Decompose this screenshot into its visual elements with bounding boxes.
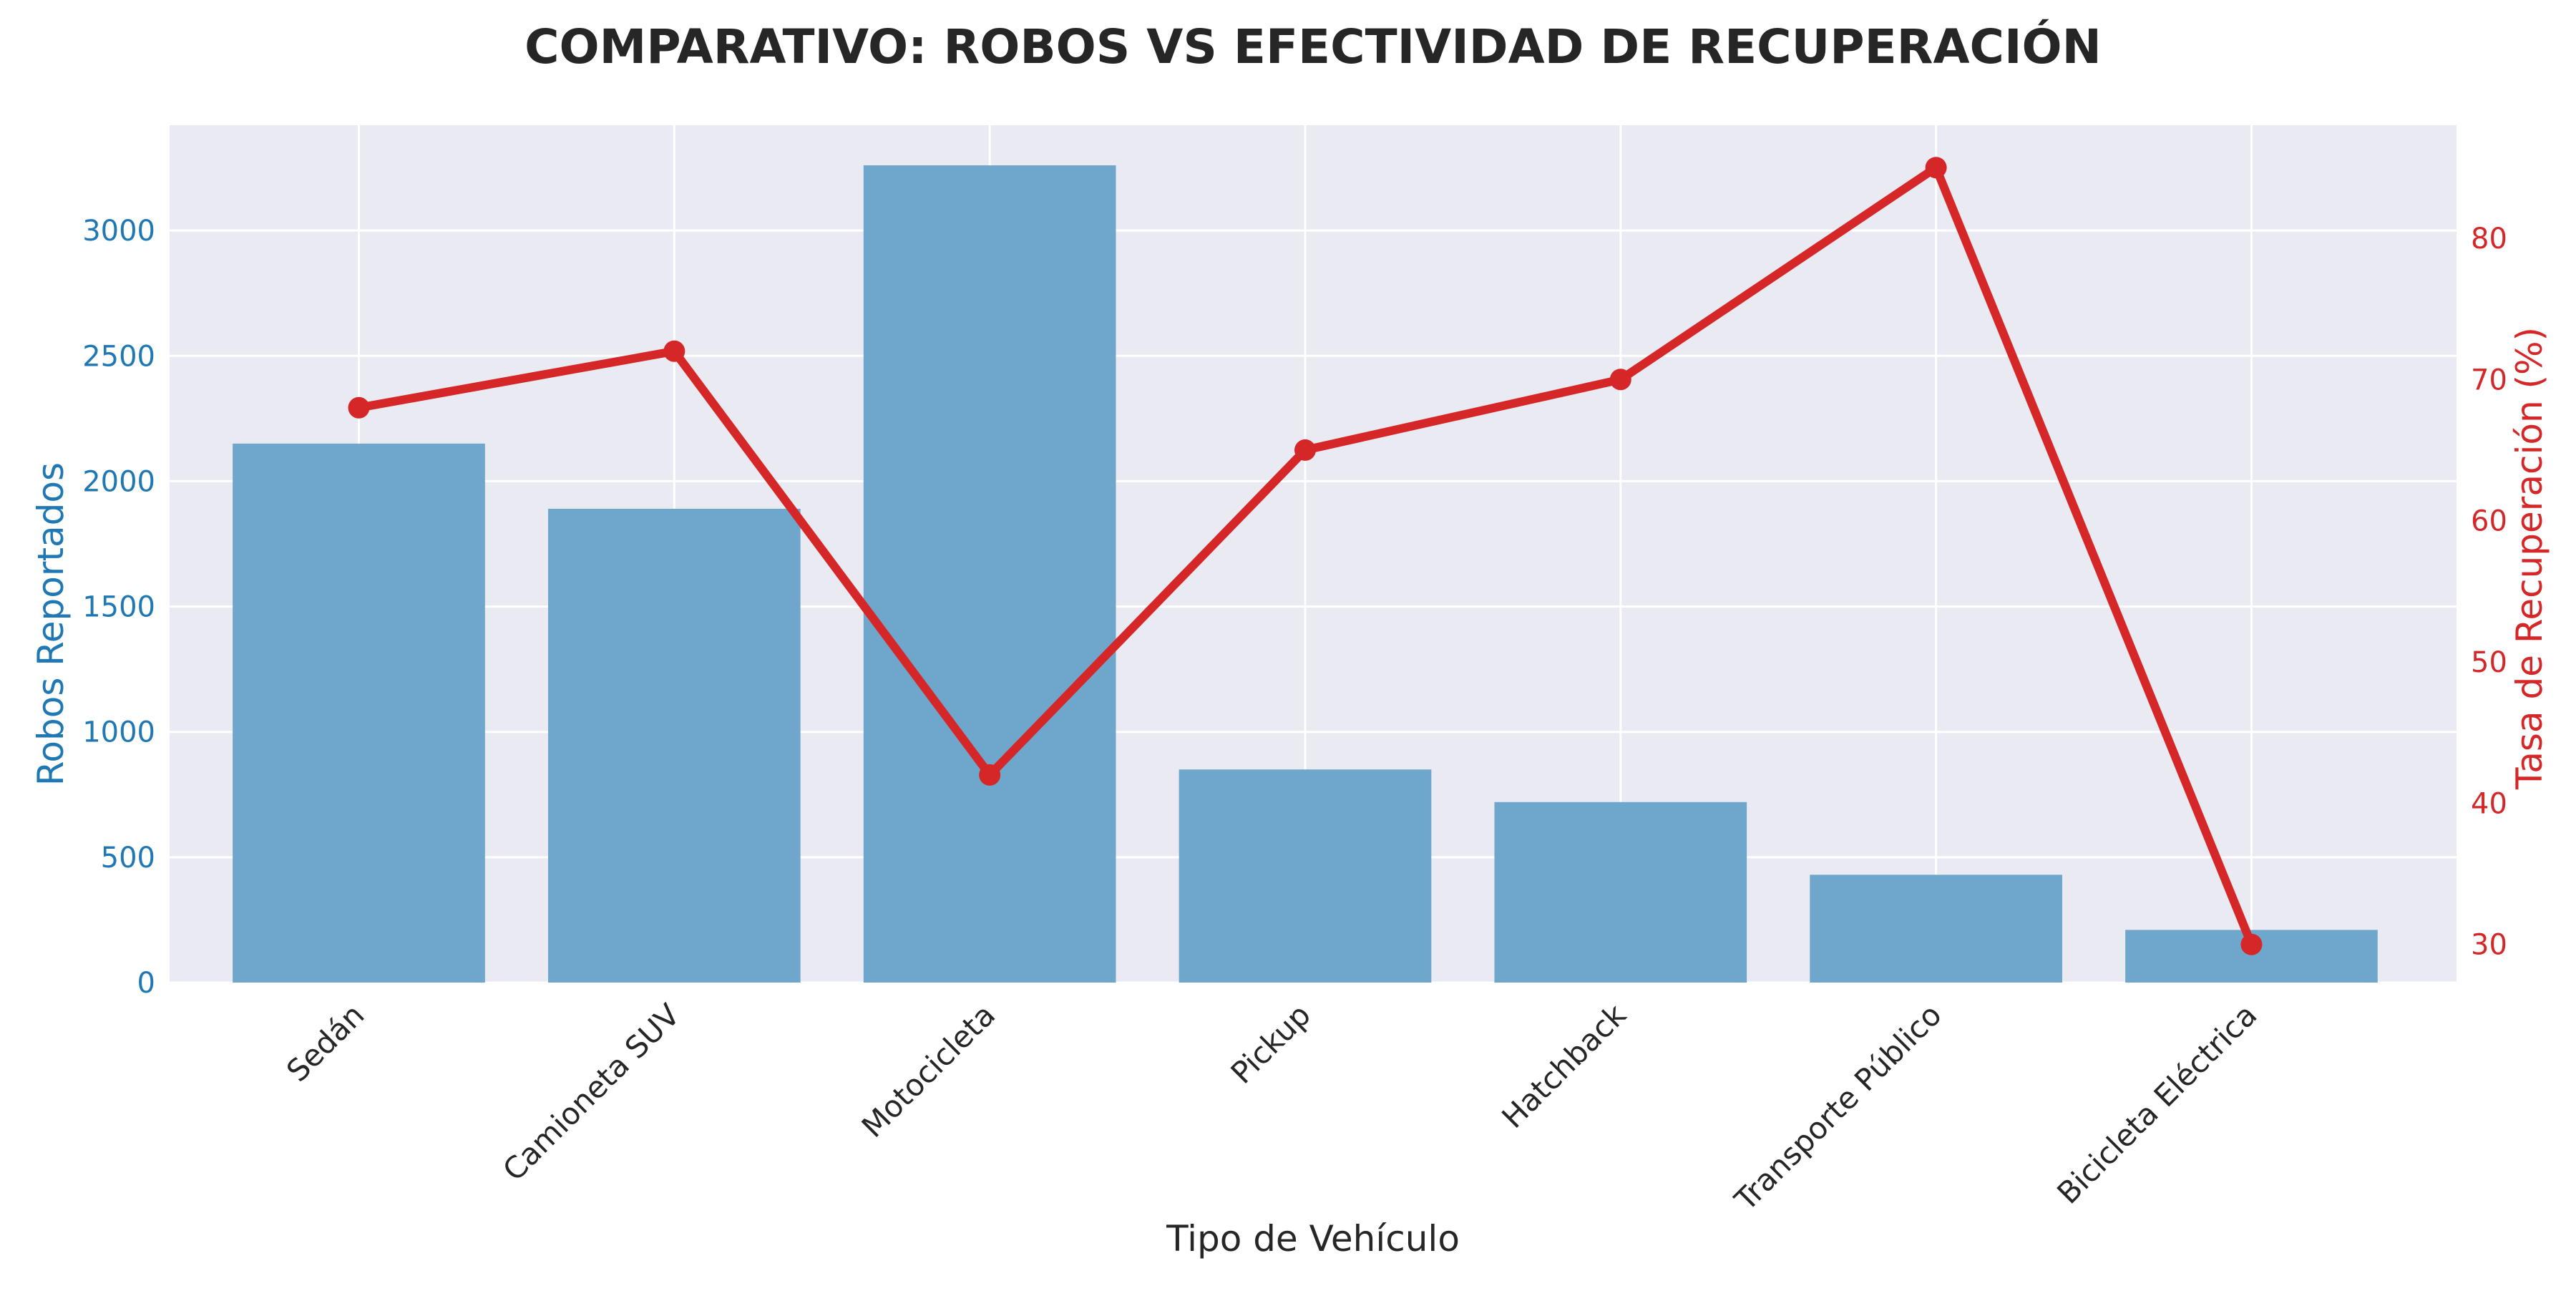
y-left-tick-label: 2500: [82, 340, 155, 373]
bar: [863, 165, 1116, 983]
y-right-tick-label: 80: [2471, 223, 2507, 255]
y-right-tick-label: 60: [2471, 505, 2507, 538]
y-left-tick-label: 2000: [82, 465, 155, 498]
y-right-tick-label: 50: [2471, 646, 2507, 679]
y-right-tick-label: 70: [2471, 364, 2507, 396]
line-point: [1609, 369, 1631, 391]
y-right-tick-label: 30: [2471, 929, 2507, 962]
line-point: [663, 340, 686, 362]
line-point: [979, 764, 1001, 786]
y-left-tick-label: 3000: [82, 215, 155, 248]
bar: [1810, 875, 2062, 983]
y-axis-left-label: Robos Reportados: [30, 462, 72, 786]
chart-title: COMPARATIVO: ROBOS VS EFECTIVIDAD DE REC…: [525, 19, 2102, 74]
x-axis-label: Tipo de Vehículo: [1166, 1218, 1460, 1260]
bar: [233, 443, 485, 983]
y-left-tick-label: 1500: [82, 591, 155, 624]
bar: [1179, 769, 1432, 983]
bar: [547, 508, 801, 983]
y-right-tick-label: 40: [2471, 787, 2507, 820]
y-left-tick-label: 1000: [82, 716, 155, 749]
y-left-tick-label: 0: [137, 967, 155, 1000]
line-point: [2240, 933, 2263, 955]
line-point: [1294, 439, 1316, 461]
y-left-tick-label: 500: [101, 842, 155, 875]
plot-area: 050010001500200025003000304050607080Sedá…: [82, 125, 2507, 1218]
y-axis-right-label: Tasa de Recuperación (%): [2509, 327, 2550, 790]
line-point: [1925, 157, 1947, 179]
line-point: [348, 396, 370, 419]
bar: [1494, 802, 1747, 983]
